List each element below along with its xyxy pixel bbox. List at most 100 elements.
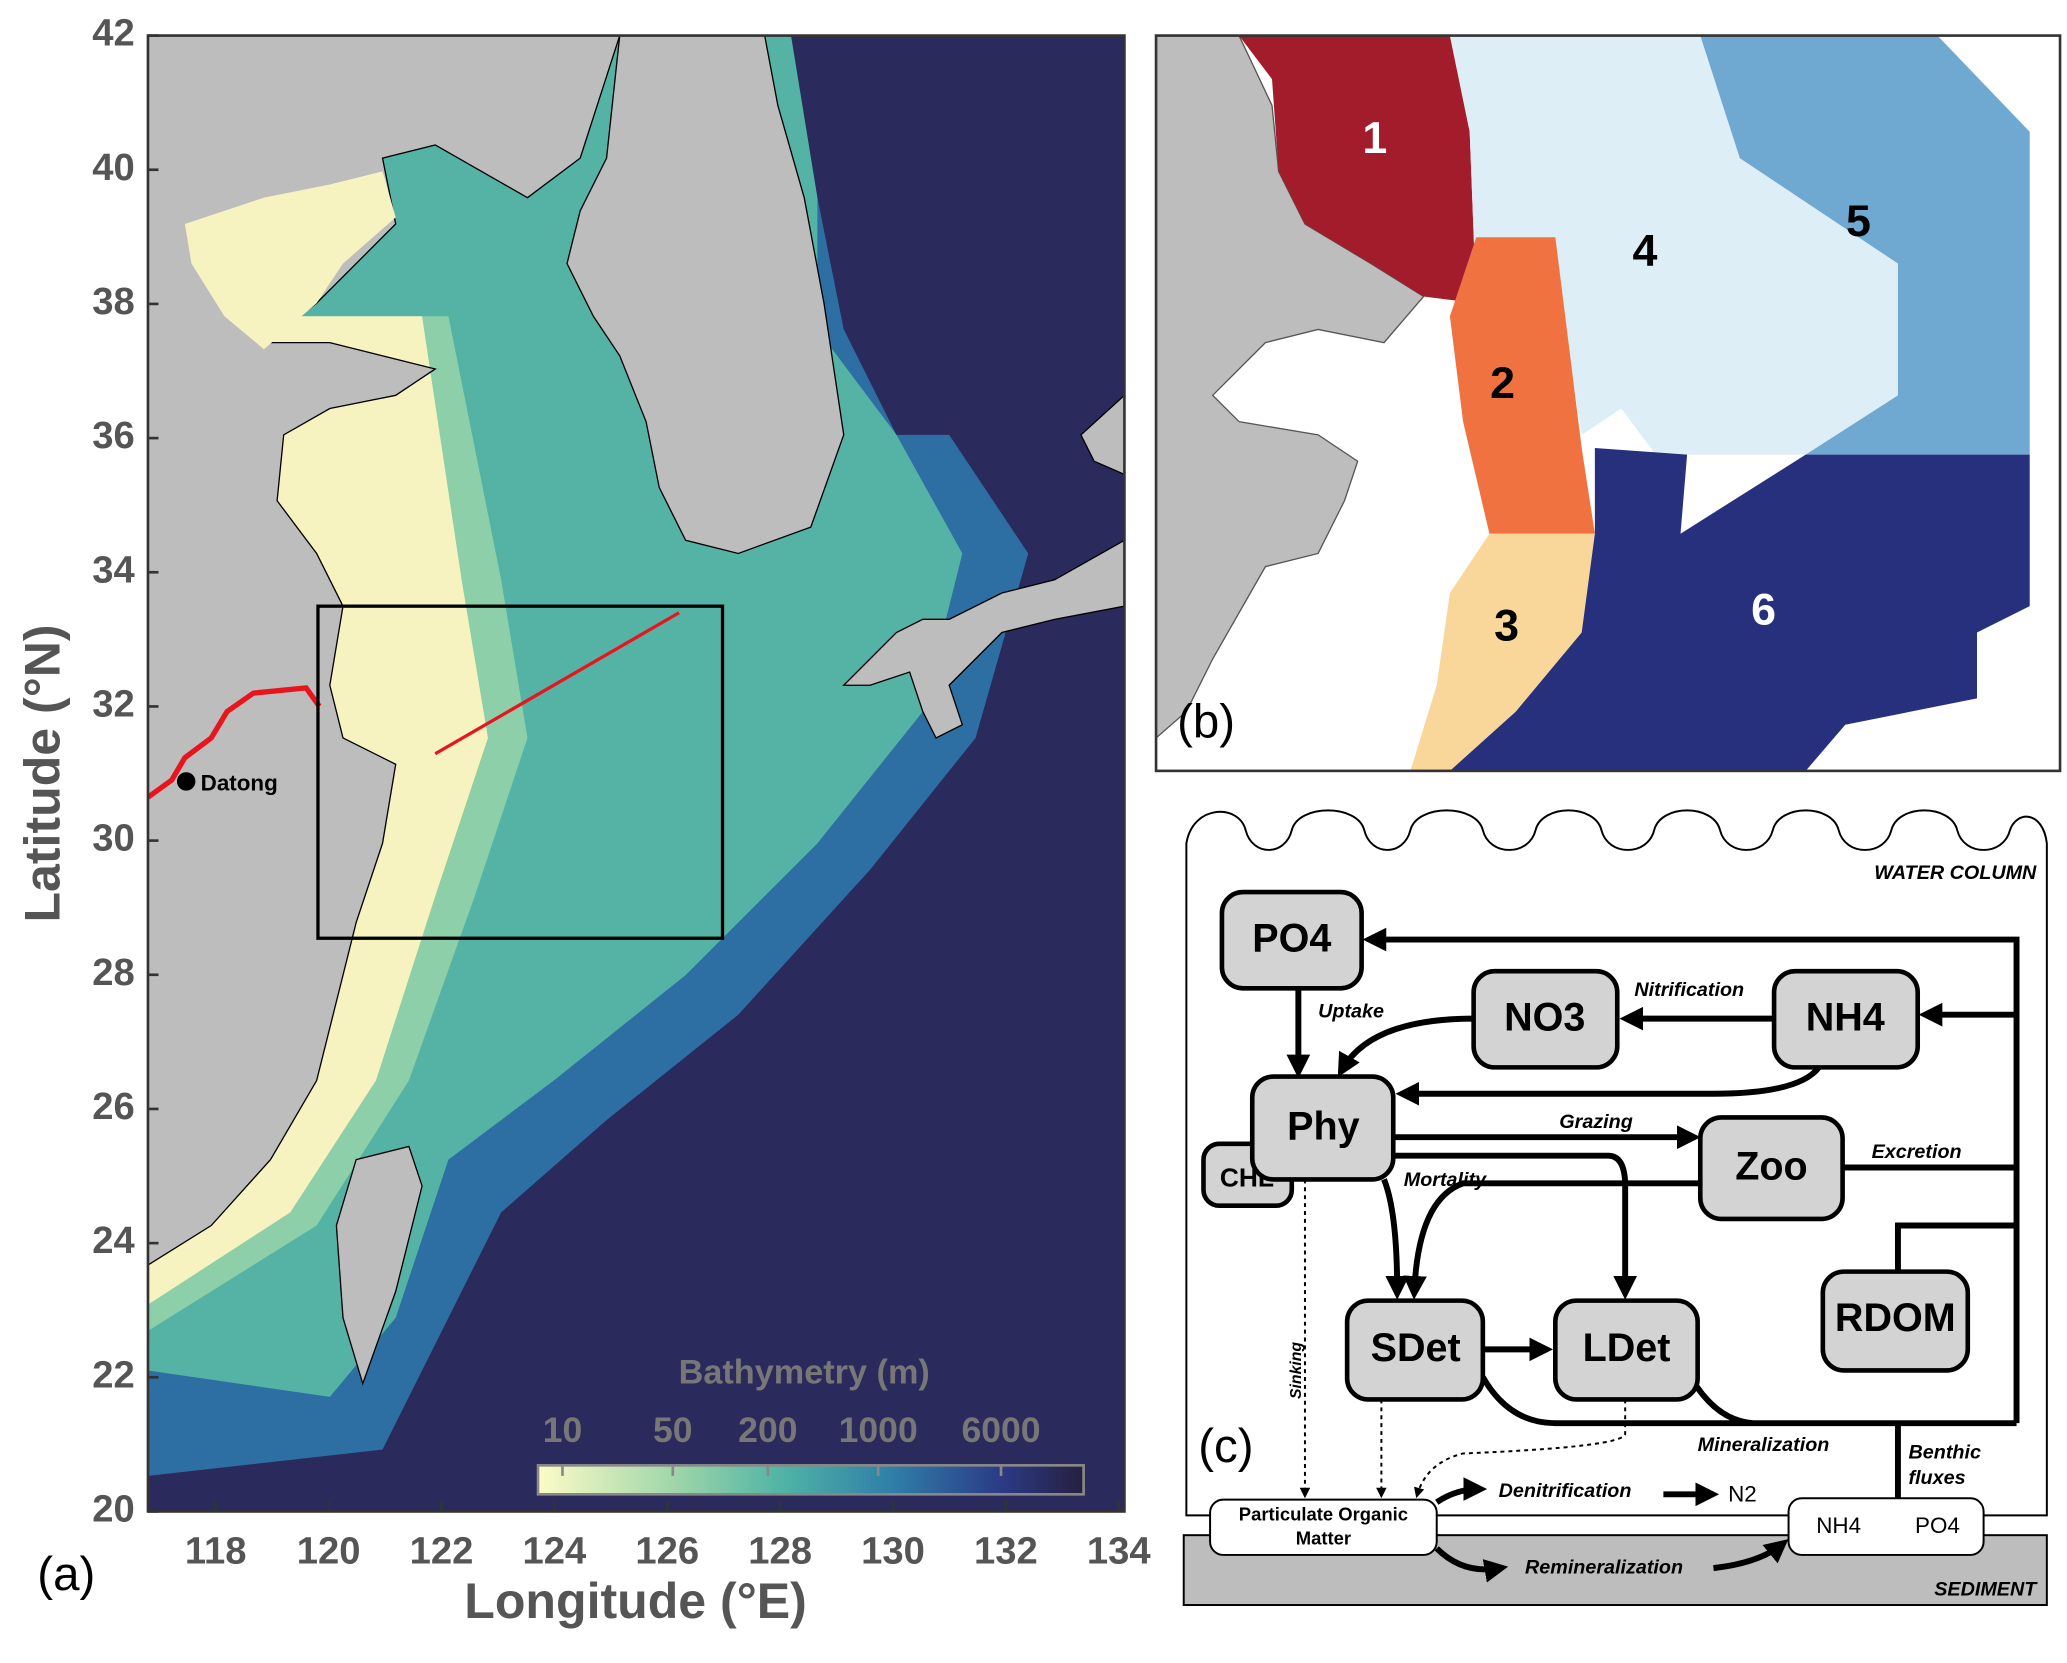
region-label: 1 <box>1362 113 1387 163</box>
node-label: PO4 <box>1252 916 1331 960</box>
region-label: 3 <box>1494 600 1519 650</box>
region-label: 4 <box>1632 226 1657 276</box>
region <box>1449 35 1898 528</box>
river <box>147 685 322 800</box>
y-tick-label: 20 <box>92 1488 135 1531</box>
region <box>1449 237 1595 534</box>
process-label: Excretion <box>1872 1141 1962 1163</box>
arrow <box>1381 1178 1410 1300</box>
japan-land <box>842 539 1125 739</box>
y-tick-label: 38 <box>92 280 135 323</box>
node-box <box>1787 1497 1985 1556</box>
node-box <box>1209 1498 1438 1556</box>
region <box>1239 35 1477 304</box>
japan-sea-basin <box>791 35 1125 435</box>
colorbar-title: Bathymetry (m) <box>679 1354 930 1392</box>
layer-label: SEDIMENT <box>1934 1579 2038 1601</box>
dashed-arrow <box>1414 1399 1627 1499</box>
y-tick-label: 34 <box>92 548 135 591</box>
panel-label: (a) <box>37 1548 95 1601</box>
node-box <box>1219 889 1364 991</box>
region-map: 1 2 3 4 5 6 <box>1156 35 2061 771</box>
frame <box>146 34 1126 1513</box>
x-axis-label: Longitude (°E) <box>464 1573 807 1629</box>
y-axis-label: Latitude (°N) <box>15 624 71 922</box>
process-label-box: Benthic fluxes <box>1908 1441 1981 1490</box>
process-label: Mineralization <box>1698 1434 1830 1456</box>
arrow <box>1435 1477 1488 1505</box>
y-tick-label: 28 <box>92 951 135 994</box>
process-label: Denitrification <box>1499 1480 1632 1502</box>
node-label: PO4 <box>1915 1513 1960 1538</box>
node-label: RDOM <box>1835 1296 1956 1340</box>
bohai-sea <box>184 171 396 350</box>
colorbar-tick-label: 10 <box>543 1410 583 1450</box>
process-label: Sinking <box>1288 1342 1305 1399</box>
transect <box>434 611 680 756</box>
node-box <box>1344 1298 1486 1402</box>
y-tick-label: 26 <box>92 1085 135 1128</box>
y-tick-label: 24 <box>92 1219 135 1262</box>
y-tick-label: 36 <box>92 414 135 457</box>
x-tick-label: 126 <box>635 1530 699 1573</box>
node-label: Particulate Organic Matter <box>1238 1503 1408 1549</box>
node-box <box>1771 968 1921 1070</box>
region-label: 2 <box>1490 358 1515 408</box>
panel-label: (c) <box>1198 1420 1253 1473</box>
x-tick-label: 124 <box>522 1530 586 1573</box>
node-label: NO3 <box>1504 995 1585 1039</box>
process-label: Remineralization <box>1525 1556 1683 1578</box>
model-diagram: WATER COLUMN SEDIMENT PO4 NO3 NH4 CHL Ph… <box>1182 809 2048 1607</box>
x-tick-label: 132 <box>974 1530 1038 1573</box>
x-tick-label: 128 <box>748 1530 812 1573</box>
node-box <box>1553 1298 1700 1402</box>
bathymetry-map: Datong Bathymetry (m) <box>147 35 1125 1512</box>
colorbar-tick-label: 200 <box>738 1410 797 1450</box>
node-label: Zoo <box>1735 1144 1807 1188</box>
node-box <box>1697 1115 1845 1222</box>
x-tick-label: 118 <box>185 1530 247 1573</box>
taiwan-land <box>335 1145 423 1386</box>
arrow <box>1713 1539 1789 1572</box>
y-tick-label: 22 <box>92 1353 135 1396</box>
y-tick-label: 42 <box>92 12 135 55</box>
x-tick-label: 130 <box>861 1530 925 1573</box>
region-label: 5 <box>1846 196 1871 246</box>
study-box <box>316 604 725 940</box>
node-label: LDet <box>1583 1326 1671 1370</box>
region <box>1700 35 2030 455</box>
node-box <box>1471 968 1620 1070</box>
region <box>1449 448 2030 771</box>
region <box>1410 533 1595 771</box>
x-tick-label: 134 <box>1087 1530 1151 1573</box>
arrow <box>1362 927 2020 1424</box>
colorbar <box>536 1464 1085 1496</box>
node-box <box>1249 1074 1396 1182</box>
japan-land <box>1080 394 1125 476</box>
y-tick-label: 30 <box>92 817 135 860</box>
connector <box>1480 1164 2017 1499</box>
arrow <box>1434 1546 1509 1583</box>
arrow <box>1403 1180 1701 1300</box>
process-label: Nitrification <box>1634 979 1744 1001</box>
y-tick-label: 32 <box>92 683 135 726</box>
process-label: Grazing <box>1559 1111 1633 1133</box>
arrow <box>1395 1065 1822 1106</box>
colorbar-tick-label: 50 <box>653 1410 693 1450</box>
colorbar-tick-label: 1000 <box>839 1410 918 1450</box>
node-label: N2 <box>1728 1482 1757 1507</box>
x-tick-label: 120 <box>297 1530 361 1573</box>
arrow <box>1337 1015 1474 1078</box>
node-label: SDet <box>1371 1326 1461 1370</box>
region-label: 6 <box>1751 585 1776 635</box>
node-label-box: Particulate Organic Matter <box>1238 1503 1408 1549</box>
station-dot <box>176 772 196 791</box>
process-label: Uptake <box>1318 1000 1384 1022</box>
process-label: Mortality <box>1404 1169 1487 1191</box>
node-label: NH4 <box>1816 1513 1861 1538</box>
process-label: Benthic fluxes <box>1908 1441 1981 1490</box>
x-tick-label: 122 <box>410 1530 474 1573</box>
y-tick-label: 40 <box>92 146 135 189</box>
panel-label: (b) <box>1177 695 1235 748</box>
